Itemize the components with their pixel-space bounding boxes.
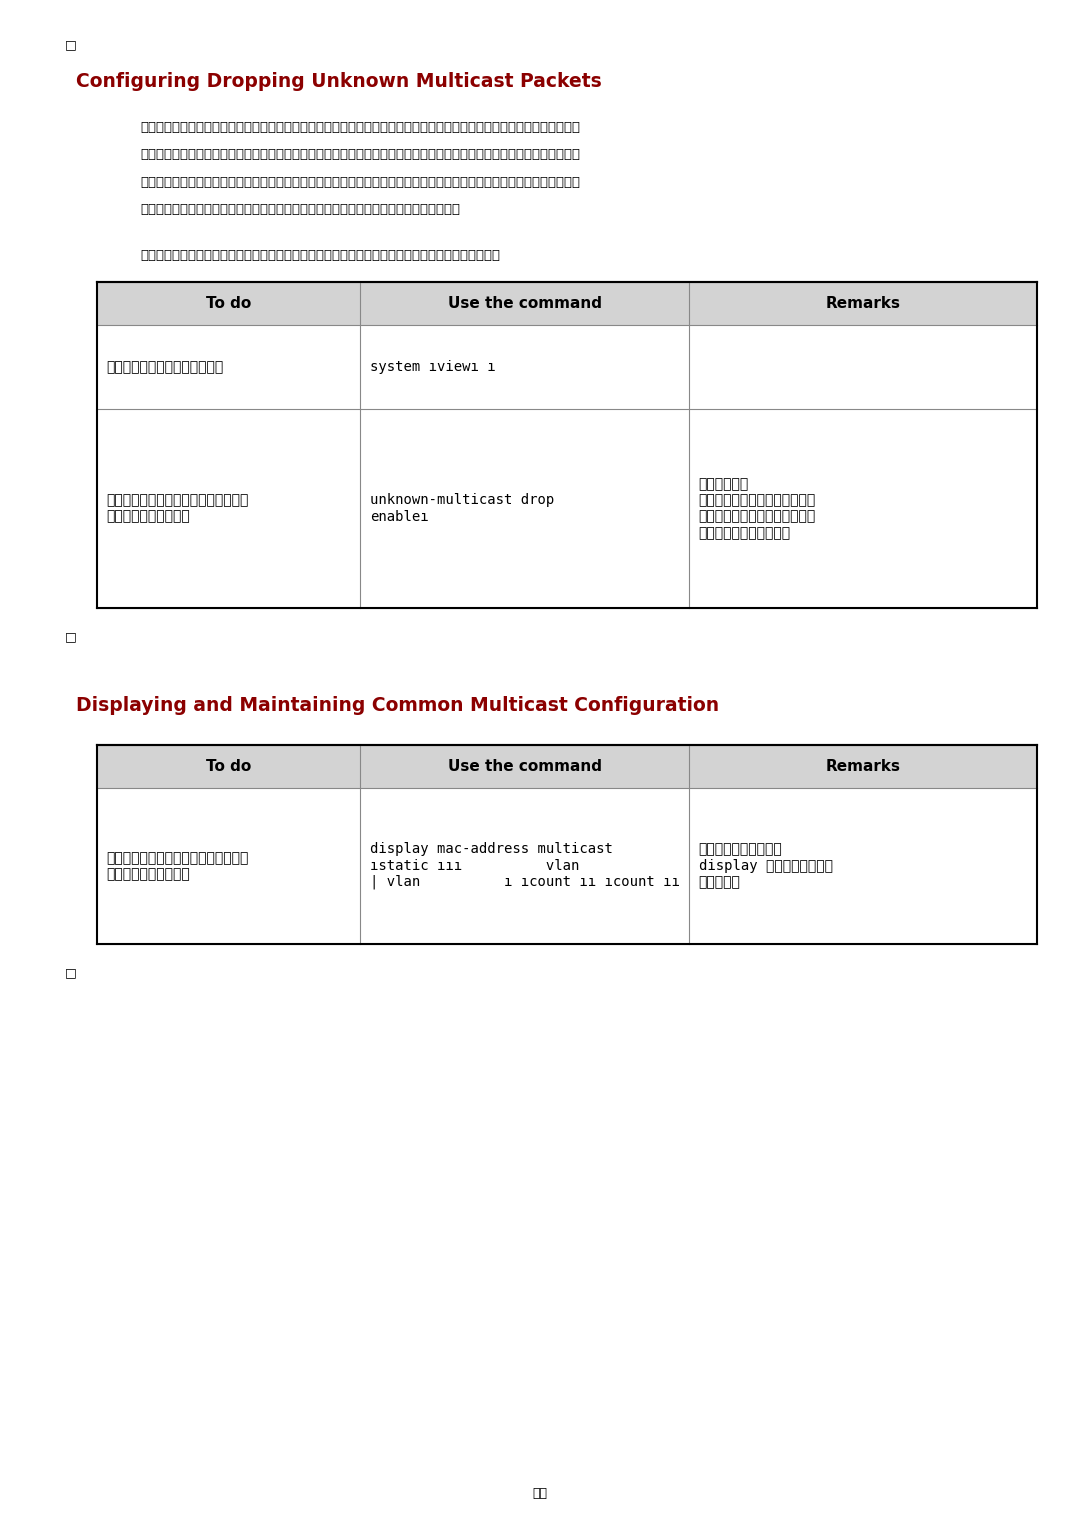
Text: Remarks: Remarks <box>825 296 901 312</box>
Text: Use the command: Use the command <box>448 759 602 774</box>
Text: display mac-address multicast
ıstatic ııı          vlan
| vlan          ı ıcount: display mac-address multicast ıstatic ıı… <box>369 843 679 889</box>
Text: □: □ <box>65 967 77 980</box>
Text: □: □ <box>65 631 77 644</box>
FancyBboxPatch shape <box>97 745 1037 788</box>
Text: unknown-multicast drop
enableı: unknown-multicast drop enableı <box>369 493 554 524</box>
Text: Displaying and Maintaining Common Multicast Configuration: Displaying and Maintaining Common Multic… <box>76 696 718 715</box>
Text: Remarks: Remarks <box>825 759 901 774</box>
Text: □: □ <box>65 38 77 52</box>
Text: Configuring Dropping Unknown Multicast Packets: Configuring Dropping Unknown Multicast P… <box>76 72 602 90</box>
FancyBboxPatch shape <box>97 282 1037 325</box>
Text: display: display <box>699 843 833 889</box>
Text: Use the command: Use the command <box>448 296 602 312</box>
Text: To do: To do <box>206 759 252 774</box>
Text: To do: To do <box>206 296 252 312</box>
Text: system ıviewı ı: system ıviewı ı <box>369 360 496 374</box>
